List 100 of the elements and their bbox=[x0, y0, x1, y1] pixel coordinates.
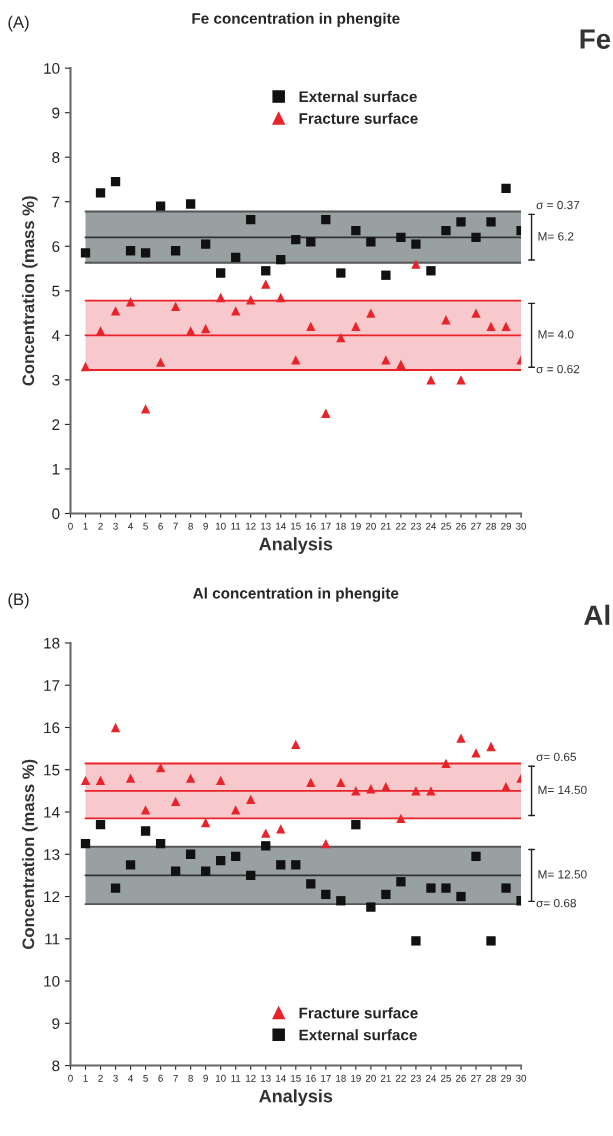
y-tick-label: 0 bbox=[52, 508, 60, 520]
point bbox=[336, 268, 346, 278]
point bbox=[140, 248, 151, 258]
x-tick-label: 27 bbox=[471, 1074, 481, 1082]
y-tick-label: 16 bbox=[44, 722, 60, 734]
point bbox=[306, 321, 316, 332]
ref-line-label: M= 6.2 bbox=[538, 232, 574, 241]
point bbox=[231, 252, 241, 263]
point bbox=[291, 739, 301, 750]
point bbox=[155, 201, 166, 211]
y-axis-title: Concentration (mass %) bbox=[21, 759, 38, 949]
point bbox=[351, 226, 361, 236]
chart-title: Fe concentration in phengite bbox=[192, 12, 400, 27]
point bbox=[471, 748, 481, 758]
point bbox=[201, 866, 211, 876]
point bbox=[140, 404, 151, 414]
point bbox=[291, 860, 301, 870]
point bbox=[306, 879, 316, 889]
x-tick-label: 13 bbox=[261, 1074, 271, 1082]
x-tick-label: 24 bbox=[426, 1074, 437, 1082]
x-axis-title: Analysis bbox=[259, 537, 333, 554]
x-tick-label: 15 bbox=[291, 522, 301, 530]
point bbox=[501, 883, 511, 893]
x-tick-label: 7 bbox=[173, 1074, 178, 1082]
point bbox=[381, 270, 391, 280]
point bbox=[276, 860, 286, 870]
ref-line-label: M= 12.50 bbox=[538, 870, 587, 879]
point bbox=[110, 177, 121, 187]
x-tick-label: 26 bbox=[456, 522, 466, 530]
x-tick-label: 20 bbox=[365, 522, 376, 530]
x-tick-label: 9 bbox=[203, 522, 208, 530]
x-tick-label: 4 bbox=[128, 1074, 133, 1082]
point bbox=[291, 234, 301, 245]
point bbox=[155, 839, 166, 849]
point bbox=[216, 855, 226, 866]
point bbox=[441, 226, 451, 236]
x-tick-label: 19 bbox=[351, 522, 361, 530]
x-tick-label: 26 bbox=[456, 1074, 466, 1082]
point bbox=[306, 237, 316, 247]
x-tick-label: 5 bbox=[143, 522, 148, 530]
point bbox=[95, 188, 106, 198]
point bbox=[486, 321, 496, 332]
point bbox=[246, 794, 256, 804]
y-tick-label: 10 bbox=[44, 63, 60, 74]
point bbox=[246, 870, 256, 881]
point bbox=[486, 217, 496, 227]
y-tick-label: 18 bbox=[44, 637, 60, 649]
point bbox=[276, 254, 286, 265]
x-tick-label: 24 bbox=[426, 522, 437, 530]
x-tick-label: 25 bbox=[441, 1074, 451, 1082]
point bbox=[336, 777, 346, 788]
legend-label: External surface bbox=[299, 90, 417, 103]
point bbox=[381, 355, 391, 365]
y-tick-label: 17 bbox=[44, 680, 60, 691]
y-tick-label: 7 bbox=[52, 196, 60, 208]
x-tick-label: 9 bbox=[203, 1074, 208, 1082]
point bbox=[95, 820, 106, 830]
point bbox=[411, 936, 421, 946]
legend-label: Fracture surface bbox=[299, 1007, 418, 1019]
point bbox=[366, 784, 376, 794]
x-tick-label: 0 bbox=[68, 1074, 73, 1082]
point bbox=[276, 292, 286, 303]
point bbox=[201, 239, 211, 249]
x-tick-label: 27 bbox=[471, 522, 481, 530]
x-tick-label: 3 bbox=[113, 522, 118, 530]
point bbox=[216, 775, 226, 785]
band-label: σ= 0.68 bbox=[536, 898, 576, 908]
point bbox=[336, 332, 346, 343]
x-tick-label: 8 bbox=[188, 1074, 193, 1082]
x-tick-label: 14 bbox=[276, 1074, 286, 1082]
point bbox=[486, 741, 496, 752]
y-tick-label: 4 bbox=[51, 330, 60, 341]
point bbox=[366, 237, 376, 247]
point bbox=[426, 266, 436, 276]
point bbox=[351, 820, 361, 830]
legend-label: External surface bbox=[299, 1029, 417, 1041]
text: (A) bbox=[8, 15, 29, 32]
x-tick-label: 29 bbox=[501, 522, 511, 530]
point bbox=[80, 361, 91, 372]
x-tick-label: 10 bbox=[216, 522, 226, 530]
point bbox=[501, 782, 511, 792]
point bbox=[336, 896, 346, 906]
x-tick-label: 5 bbox=[143, 1074, 148, 1082]
x-tick-label: 13 bbox=[261, 522, 271, 530]
x-tick-label: 0 bbox=[68, 522, 73, 530]
y-tick-label: 3 bbox=[52, 374, 60, 386]
point bbox=[501, 321, 511, 332]
x-tick-label: 1 bbox=[83, 1074, 88, 1082]
x-tick-label: 29 bbox=[501, 1074, 511, 1082]
point bbox=[366, 902, 376, 912]
point bbox=[351, 321, 361, 332]
point bbox=[110, 722, 121, 733]
y-tick-label: 2 bbox=[52, 419, 60, 430]
x-tick-label: 23 bbox=[411, 522, 421, 530]
x-tick-label: 17 bbox=[321, 522, 331, 530]
x-tick-label: 18 bbox=[336, 522, 346, 530]
x-tick-label: 17 bbox=[321, 1074, 331, 1082]
point bbox=[95, 775, 106, 785]
point bbox=[351, 786, 361, 796]
x-tick-label: 11 bbox=[231, 1074, 241, 1082]
